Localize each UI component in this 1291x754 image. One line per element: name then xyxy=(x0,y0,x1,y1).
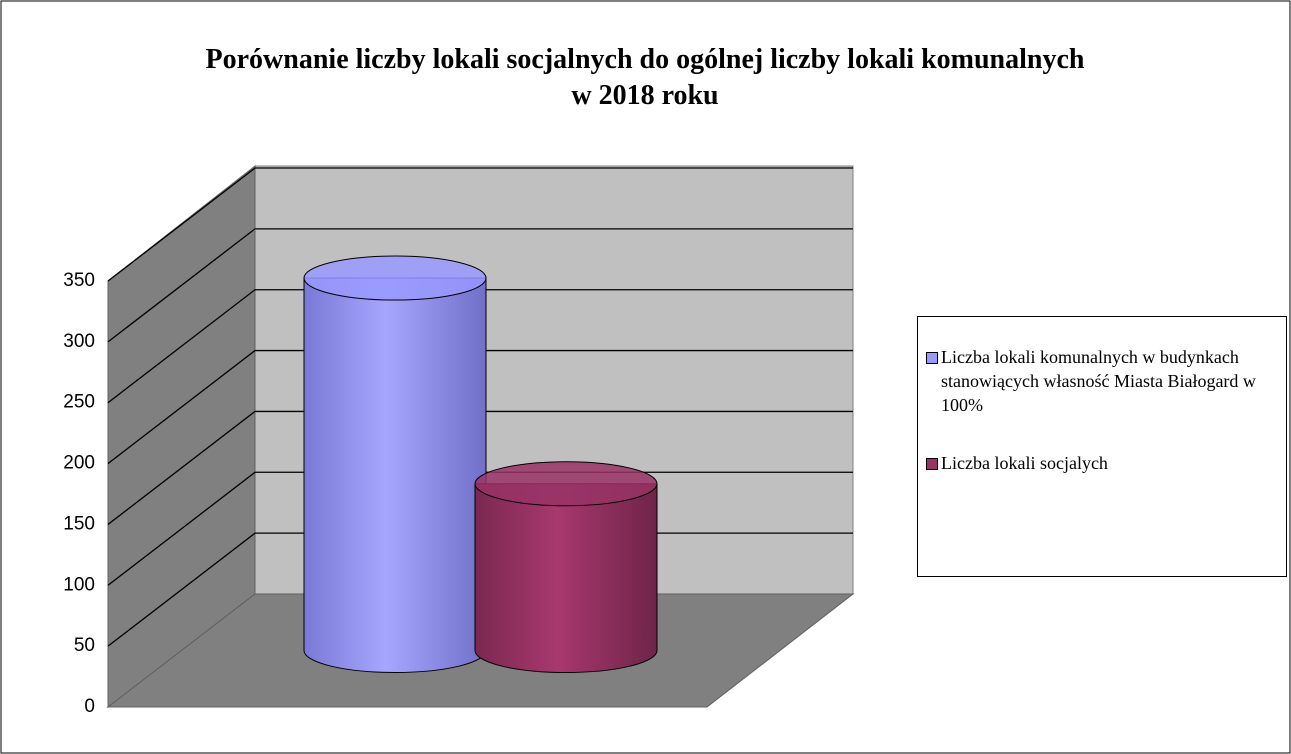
chart-title: Porównanie liczby lokali socjalnych do o… xyxy=(205,44,1085,111)
grid-line xyxy=(107,228,853,343)
cylinder-top xyxy=(303,255,487,301)
legend-label: Liczba lokali socjalych xyxy=(941,453,1108,473)
cylinder-body xyxy=(474,483,658,673)
legend-entry: Liczba lokali socjalych xyxy=(926,451,1282,475)
y-tick-label: 100 xyxy=(63,574,95,595)
cylinder-top xyxy=(474,461,658,507)
grid-line xyxy=(107,167,853,282)
y-tick-label: 0 xyxy=(84,696,95,717)
grid-line xyxy=(107,349,853,465)
y-tick-label: 350 xyxy=(63,270,95,291)
cylinder-body xyxy=(303,277,487,673)
y-tick-label: 300 xyxy=(63,331,95,352)
grid-line xyxy=(107,410,853,525)
grid-line xyxy=(107,289,853,404)
y-tick-label: 200 xyxy=(63,453,95,474)
legend-swatch xyxy=(926,458,938,470)
legend: Liczba lokali komunalnych w budynkach st… xyxy=(917,316,1287,577)
y-tick-label: 150 xyxy=(63,513,95,534)
y-tick-label: 50 xyxy=(74,635,95,656)
legend-entry: Liczba lokali komunalnych w budynkach st… xyxy=(926,345,1282,417)
legend-swatch xyxy=(926,352,938,364)
legend-label: Liczba lokali komunalnych w budynkach st… xyxy=(941,347,1256,415)
grid-line xyxy=(107,471,853,586)
y-tick-label: 250 xyxy=(63,392,95,413)
